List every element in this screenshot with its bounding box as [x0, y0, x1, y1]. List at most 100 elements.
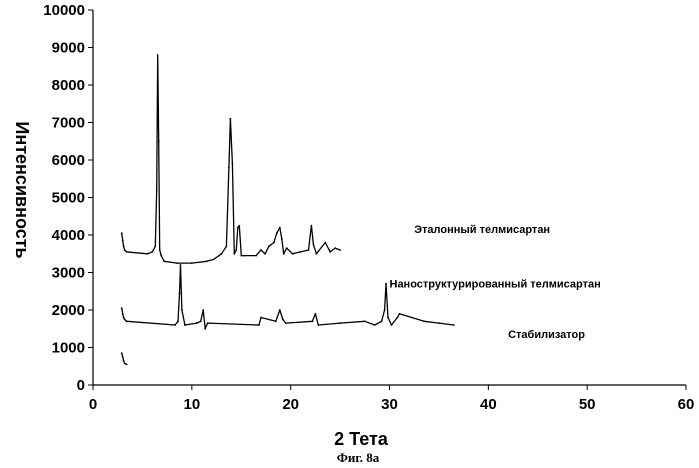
- data-point: [313, 244, 315, 246]
- data-point: [453, 324, 455, 326]
- data-point: [163, 260, 165, 262]
- data-point: [121, 352, 123, 354]
- y-tick-label: 4000: [52, 227, 85, 244]
- data-point: [329, 251, 331, 253]
- data-point: [255, 255, 257, 257]
- x-axis-title: 2 Тета: [334, 429, 389, 449]
- data-point: [381, 320, 383, 322]
- data-point: [315, 313, 317, 315]
- data-point: [126, 320, 128, 322]
- data-point: [124, 249, 126, 251]
- data-point: [123, 245, 125, 247]
- data-point: [226, 245, 228, 247]
- data-point: [158, 140, 160, 142]
- data-point: [385, 283, 387, 285]
- data-point: [308, 249, 310, 251]
- x-tick-label: 20: [282, 396, 299, 413]
- data-point: [423, 320, 425, 322]
- data-point: [126, 364, 128, 366]
- data-point: [384, 309, 386, 311]
- data-point: [275, 320, 277, 322]
- data-point: [397, 317, 399, 319]
- data-point: [121, 232, 123, 234]
- x-tick-label: 10: [183, 396, 200, 413]
- data-point: [180, 264, 182, 266]
- x-tick-label: 30: [381, 396, 398, 413]
- data-point: [292, 253, 294, 255]
- data-point: [276, 232, 278, 234]
- data-point: [279, 227, 281, 229]
- data-point: [243, 255, 245, 257]
- series-label-2: Наноструктурированный телмисартан: [390, 279, 601, 291]
- data-point: [213, 259, 215, 261]
- y-axis-title: Интенсивность: [12, 121, 32, 258]
- data-point: [339, 249, 341, 251]
- y-tick-label: 5000: [52, 190, 85, 207]
- data-point: [157, 54, 159, 56]
- data-point: [273, 242, 275, 244]
- data-point: [122, 313, 124, 315]
- data-point: [184, 324, 186, 326]
- x-tick-label: 60: [678, 396, 695, 413]
- data-point: [159, 249, 161, 251]
- data-point: [334, 247, 336, 249]
- data-point: [204, 328, 206, 330]
- data-point: [191, 262, 193, 264]
- data-point: [391, 324, 393, 326]
- data-point: [196, 322, 198, 324]
- y-tick-label: 3000: [52, 265, 85, 282]
- series-line-2: [122, 265, 454, 329]
- data-point: [122, 356, 124, 358]
- data-point: [374, 324, 376, 326]
- data-point: [207, 322, 209, 324]
- data-point: [181, 309, 183, 311]
- data-point: [123, 317, 125, 319]
- data-point: [228, 167, 230, 169]
- data-point: [281, 238, 283, 240]
- data-point: [235, 249, 237, 251]
- data-point: [156, 189, 158, 191]
- x-tick-label: 40: [480, 396, 497, 413]
- data-point: [438, 322, 440, 324]
- data-point: [124, 319, 126, 321]
- y-tick-label: 2000: [52, 302, 85, 319]
- y-tick-label: 1000: [52, 340, 85, 357]
- y-axis-ticks: 0100020003000400050006000700080009000100…: [43, 2, 93, 394]
- data-point: [238, 225, 240, 227]
- data-point: [364, 320, 366, 322]
- data-point: [232, 163, 234, 165]
- data-point: [124, 362, 126, 364]
- data-point: [179, 292, 181, 294]
- data-point: [160, 255, 162, 257]
- data-point: [399, 313, 401, 315]
- data-point: [174, 324, 176, 326]
- data-point: [260, 317, 262, 319]
- series-label-3: Стабилизатор: [508, 329, 585, 341]
- data-point: [154, 245, 156, 247]
- data-point: [387, 317, 389, 319]
- data-point: [282, 319, 284, 321]
- data-point: [151, 251, 153, 253]
- plot-area: 0100020003000400050006000700080009000100…: [43, 2, 694, 413]
- data-point: [126, 251, 128, 253]
- data-point: [324, 242, 326, 244]
- series-label-1: Эталонный телмисартан: [414, 224, 550, 236]
- data-point: [147, 253, 149, 255]
- series-layer: [121, 54, 455, 365]
- figure-caption: Фиг. 8а: [337, 450, 380, 465]
- y-tick-label: 6000: [52, 152, 85, 169]
- data-point: [233, 253, 235, 255]
- data-point: [202, 309, 204, 311]
- data-point: [268, 245, 270, 247]
- data-point: [312, 320, 314, 322]
- data-point: [221, 253, 223, 255]
- data-point: [176, 262, 178, 264]
- data-point: [264, 253, 266, 255]
- series-labels: Эталонный телмисартан Наноструктурированн…: [390, 224, 601, 341]
- y-tick-label: 9000: [52, 40, 85, 57]
- data-point: [279, 309, 281, 311]
- x-tick-label: 0: [89, 396, 97, 413]
- data-point: [240, 255, 242, 257]
- x-axis-ticks: 0102030405060: [89, 385, 695, 413]
